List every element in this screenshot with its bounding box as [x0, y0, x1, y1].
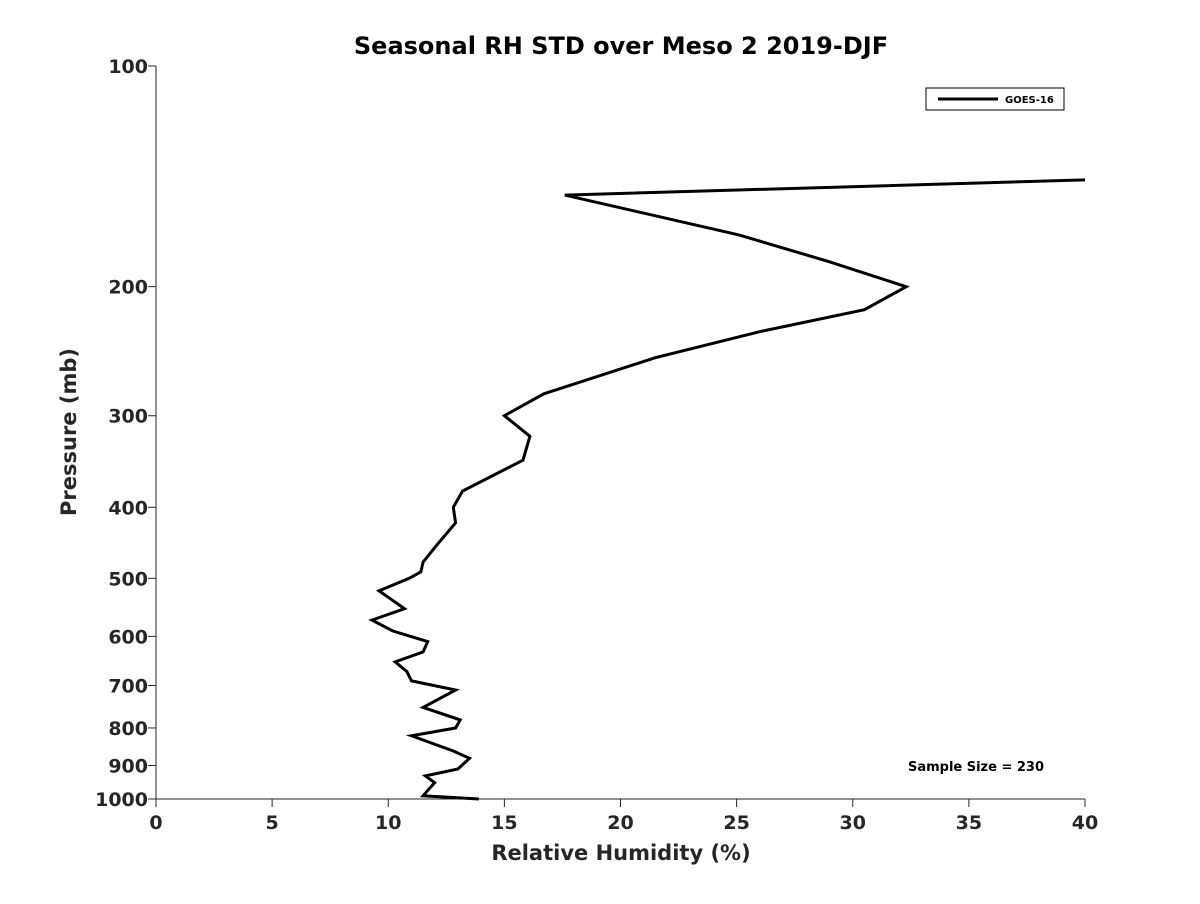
x-axis-ticks: 0 5 10 15 20 25 30 35 40: [149, 799, 1098, 834]
x-tick-label: 30: [840, 812, 866, 834]
x-tick-label: 25: [723, 812, 749, 834]
x-tick-label: 10: [375, 812, 401, 834]
x-tick-label: 20: [607, 812, 633, 834]
plot-axes: [155, 66, 1085, 800]
x-axis-label: Relative Humidity (%): [491, 841, 750, 865]
y-tick-label: 200: [108, 277, 148, 299]
x-tick-label: 40: [1072, 812, 1098, 834]
y-axis-label: Pressure (mb): [57, 348, 81, 516]
x-tick-label: 0: [149, 812, 162, 834]
y-tick-label: 800: [108, 718, 148, 740]
series-layer: [368, 178, 1086, 801]
y-axis-ticks: 100 200 300 400 500 600 700 800 900 1000: [95, 56, 156, 811]
chart-title: Seasonal RH STD over Meso 2 2019-DJF: [354, 32, 888, 60]
y-tick-label: 700: [108, 675, 148, 697]
legend: GOES-16: [925, 87, 1065, 111]
x-tick-label: 5: [266, 812, 279, 834]
y-tick-label: 500: [108, 568, 148, 590]
y-tick-label: 1000: [95, 789, 148, 811]
y-tick-label: 600: [108, 626, 148, 648]
x-tick-label: 35: [956, 812, 982, 834]
series-line-goes-16: [368, 178, 1086, 801]
y-tick-label: 400: [108, 497, 148, 519]
y-tick-label: 300: [108, 406, 148, 428]
legend-label-goes-16: GOES-16: [1005, 95, 1054, 106]
y-tick-label: 100: [108, 56, 148, 78]
sample-size-annotation: Sample Size = 230: [908, 760, 1044, 775]
x-tick-label: 15: [491, 812, 517, 834]
y-tick-label: 900: [108, 755, 148, 777]
